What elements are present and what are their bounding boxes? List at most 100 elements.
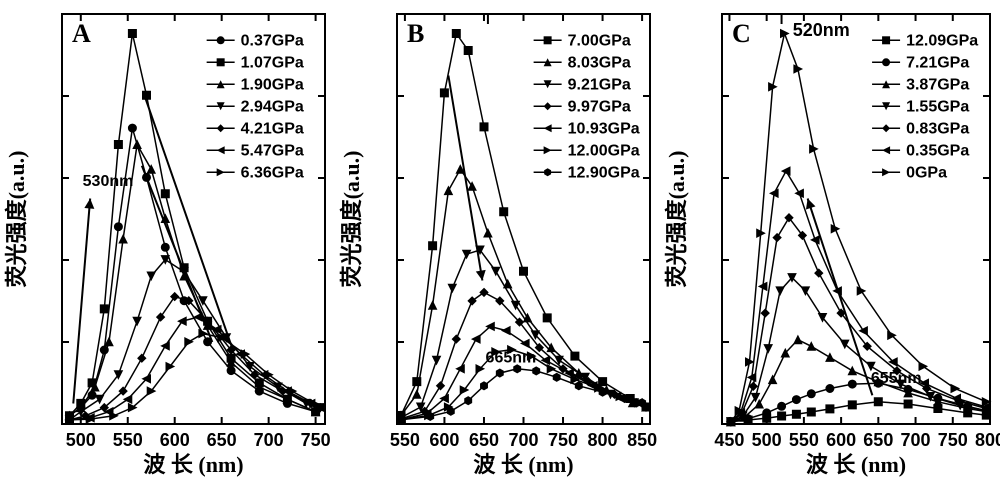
series-marker bbox=[621, 395, 628, 403]
series-marker bbox=[807, 408, 815, 416]
series-marker bbox=[161, 190, 169, 198]
legend-label: 4.21GPa bbox=[241, 120, 304, 137]
series-marker bbox=[119, 235, 127, 243]
series-marker bbox=[801, 287, 809, 295]
legend-label: 2.94GPa bbox=[241, 98, 304, 115]
series-marker bbox=[96, 395, 104, 403]
series-marker bbox=[133, 141, 141, 149]
xtick-label: 550 bbox=[113, 430, 143, 450]
xtick-label: 700 bbox=[508, 430, 538, 450]
ylabel: 荧光强度(a.u.) bbox=[664, 151, 689, 288]
xtick-label: 750 bbox=[548, 430, 578, 450]
series-marker bbox=[199, 330, 207, 338]
xlabel: 波 长 (nm) bbox=[473, 452, 573, 477]
series-marker bbox=[427, 412, 434, 420]
xlabel: 波 长 (nm) bbox=[143, 452, 243, 477]
peak-annotation: 665nm bbox=[486, 350, 537, 367]
series-marker bbox=[826, 385, 834, 393]
xtick-label: 850 bbox=[627, 430, 657, 450]
legend-label: 0.83GPa bbox=[906, 120, 969, 137]
series-marker bbox=[398, 416, 405, 424]
xtick-label: 800 bbox=[975, 430, 1000, 450]
series-marker bbox=[161, 243, 169, 251]
legend-label: 8.03GPa bbox=[568, 54, 631, 71]
series-marker bbox=[848, 380, 856, 388]
top-label: 520nm bbox=[793, 20, 850, 40]
series-line bbox=[401, 169, 646, 415]
series-marker bbox=[571, 352, 579, 360]
series-marker bbox=[440, 89, 448, 97]
chart-panel: 500550600650700750530nmA0.37GPa1.07GPa1.… bbox=[0, 0, 335, 502]
series-marker bbox=[773, 234, 781, 242]
series-marker bbox=[448, 284, 456, 292]
series-marker bbox=[848, 401, 856, 409]
panel-B: 550600650700750800850665nmB7.00GPa8.03GP… bbox=[335, 0, 660, 502]
series-marker bbox=[452, 30, 460, 38]
series-marker bbox=[543, 314, 551, 322]
xtick-label: 550 bbox=[789, 430, 819, 450]
series-marker bbox=[433, 356, 441, 364]
series-marker bbox=[761, 309, 769, 317]
xtick-label: 700 bbox=[254, 430, 284, 450]
series-marker bbox=[904, 400, 912, 408]
series-marker bbox=[480, 123, 488, 131]
series-marker bbox=[520, 267, 528, 275]
xtick-label: 600 bbox=[826, 430, 856, 450]
legend-label: 3.87GPa bbox=[906, 76, 969, 93]
legend-label: 12.09GPa bbox=[906, 32, 978, 49]
legend-label: 9.97GPa bbox=[568, 98, 631, 115]
series-marker bbox=[161, 342, 169, 350]
legend-label: 1.90GPa bbox=[241, 76, 304, 93]
series-marker bbox=[114, 223, 122, 231]
panel-A: 500550600650700750530nmA0.37GPa1.07GPa1.… bbox=[0, 0, 335, 502]
series-marker bbox=[859, 327, 867, 335]
xtick-label: 700 bbox=[901, 430, 931, 450]
series-marker bbox=[227, 367, 235, 375]
series-marker bbox=[465, 397, 472, 405]
legend-label: 1.55GPa bbox=[906, 98, 969, 115]
legend-label: 12.00GPa bbox=[568, 142, 640, 159]
ylabel: 荧光强度(a.u.) bbox=[339, 151, 364, 288]
series-marker bbox=[147, 165, 155, 173]
xtick-label: 500 bbox=[66, 430, 96, 450]
xtick-label: 650 bbox=[863, 430, 893, 450]
series-marker bbox=[464, 47, 472, 55]
series-marker bbox=[815, 269, 823, 277]
series-marker bbox=[792, 396, 800, 404]
series-marker bbox=[429, 301, 437, 309]
series-marker bbox=[147, 272, 155, 280]
panel-C: 450500550600650700750800655nmC520nm12.09… bbox=[660, 0, 1000, 502]
series-marker bbox=[643, 403, 650, 411]
legend-label: 12.90GPa bbox=[568, 164, 640, 181]
legend-label: 7.00GPa bbox=[568, 32, 631, 49]
series-marker bbox=[778, 402, 786, 410]
xtick-label: 600 bbox=[429, 430, 459, 450]
series-marker bbox=[463, 250, 471, 258]
series-marker bbox=[776, 287, 784, 295]
series-marker bbox=[778, 412, 786, 420]
series-marker bbox=[599, 378, 607, 386]
series-marker bbox=[444, 187, 452, 195]
series-marker bbox=[492, 267, 500, 275]
series-marker bbox=[951, 385, 959, 393]
series-marker bbox=[500, 208, 508, 216]
xtick-label: 800 bbox=[588, 430, 618, 450]
xtick-label: 750 bbox=[938, 430, 968, 450]
series-marker bbox=[143, 91, 151, 99]
chart-panel: 450500550600650700750800655nmC520nm12.09… bbox=[660, 0, 1000, 502]
panel-letter: A bbox=[72, 19, 91, 48]
series-marker bbox=[521, 339, 529, 347]
ylabel: 荧光强度(a.u.) bbox=[4, 151, 29, 288]
series-marker bbox=[481, 382, 488, 390]
series-marker bbox=[437, 382, 445, 390]
series-marker bbox=[452, 335, 460, 343]
series-marker bbox=[874, 398, 882, 406]
legend-label: 0GPa bbox=[906, 164, 947, 181]
legend-label: 6.36GPa bbox=[241, 164, 304, 181]
series-marker bbox=[794, 336, 802, 344]
peak-annotation: 530nm bbox=[83, 173, 134, 190]
series-marker bbox=[138, 354, 146, 362]
series-marker bbox=[447, 407, 454, 415]
xtick-label: 650 bbox=[207, 430, 237, 450]
series-marker bbox=[128, 30, 136, 38]
